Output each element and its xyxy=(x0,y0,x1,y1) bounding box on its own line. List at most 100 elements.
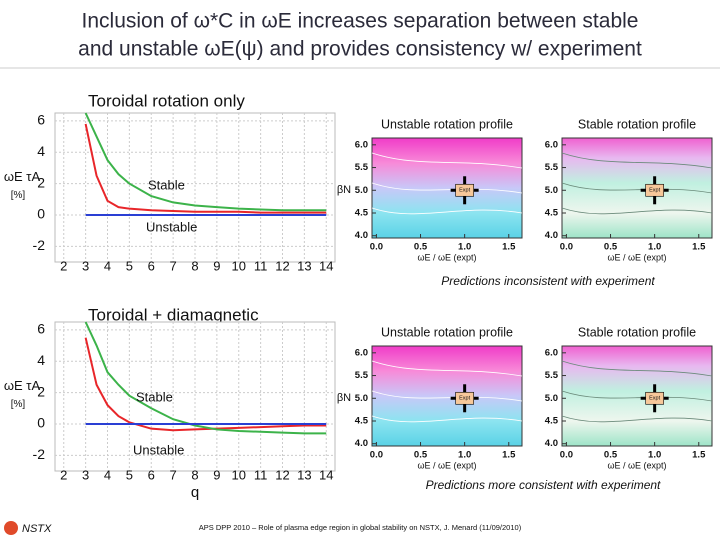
annotation: Stable xyxy=(148,177,185,192)
y-tick-label: -2 xyxy=(33,446,46,462)
contour-line xyxy=(371,415,523,423)
contour-line xyxy=(371,152,523,169)
footer-text: APS DPP 2010 – Role of plasma edge regio… xyxy=(199,523,522,532)
y-tick-label: 4.5 xyxy=(355,416,369,427)
y-tick-label: 4.0 xyxy=(545,438,558,449)
expt-label: Expt xyxy=(649,188,660,194)
x-tick-label: 11 xyxy=(254,259,268,274)
y-tick-label: 0 xyxy=(37,415,45,431)
contour-line xyxy=(371,182,523,194)
y-tick-label: 6.0 xyxy=(355,347,368,358)
y-tick-label: 4.0 xyxy=(355,230,368,241)
panel-title: Unstable rotation profile xyxy=(381,325,513,339)
x-tick-label: 0.5 xyxy=(604,450,618,461)
expt-box xyxy=(455,183,474,197)
panel-title: Unstable rotation profile xyxy=(381,117,513,131)
x-tick-label: 8 xyxy=(191,468,198,483)
contour-line xyxy=(561,415,713,423)
x-tick-label: 3 xyxy=(82,468,89,483)
x-tick-label: 0.0 xyxy=(370,242,383,253)
contour-line xyxy=(371,360,523,377)
x-tick-label: 1.0 xyxy=(458,242,471,253)
y-tick-label: 6.0 xyxy=(545,347,558,358)
expt-label: Expt xyxy=(649,396,660,402)
logo-icon xyxy=(4,521,18,535)
expt-box xyxy=(645,391,664,405)
title-line: and unstable ωE(ψ) and provides consiste… xyxy=(78,38,642,61)
title-bg xyxy=(365,324,529,340)
x-tick-label: 5 xyxy=(126,468,133,483)
y-axis-label: βN xyxy=(337,392,351,404)
x-tick-label: 10 xyxy=(232,259,246,274)
contour-line xyxy=(561,152,713,169)
x-tick-label: 1.0 xyxy=(648,450,661,461)
y-tick-label: 6.0 xyxy=(545,139,558,150)
contour-line xyxy=(561,390,713,402)
expt-box xyxy=(455,391,474,405)
x-tick-label: 6 xyxy=(148,468,155,483)
caption: Predictions inconsistent with experiment xyxy=(441,274,655,288)
annotation: Unstable xyxy=(146,219,197,234)
x-tick-label: 12 xyxy=(275,259,289,274)
x-tick-label: 1.5 xyxy=(502,450,516,461)
series-line xyxy=(84,321,327,435)
title-bg xyxy=(555,324,719,340)
x-tick-label: 3 xyxy=(82,259,89,274)
title-bg xyxy=(555,116,719,132)
contour-field xyxy=(561,345,713,447)
annotation: Unstable xyxy=(133,442,184,457)
x-tick-label: 1.5 xyxy=(692,450,706,461)
expt-label: Expt xyxy=(459,396,470,402)
panel-title: Stable rotation profile xyxy=(578,325,696,339)
series-line xyxy=(84,112,327,212)
series-line xyxy=(84,123,327,214)
y-tick-label: 5.0 xyxy=(355,393,368,404)
x-tick-label: 12 xyxy=(275,468,289,483)
x-tick-label: 2 xyxy=(60,259,67,274)
x-tick-label: 13 xyxy=(297,468,311,483)
contour-line xyxy=(371,390,523,402)
x-tick-label: 8 xyxy=(191,259,198,274)
y-tick-label: 0 xyxy=(37,206,45,222)
x-axis-label: q xyxy=(191,484,199,501)
y-tick-label: 5.0 xyxy=(545,393,558,404)
x-tick-label: 1.5 xyxy=(692,242,706,253)
y-axis-label: ωE τA xyxy=(4,169,41,184)
x-tick-label: 1.0 xyxy=(648,242,661,253)
y-tick-label: 6.0 xyxy=(355,139,368,150)
contour-line xyxy=(561,360,713,377)
annotation: Stable xyxy=(136,389,173,404)
y-tick-label: 5.5 xyxy=(545,370,559,381)
x-tick-label: 9 xyxy=(213,468,220,483)
x-tick-label: 14 xyxy=(319,468,333,483)
caption: Predictions more consistent with experim… xyxy=(426,478,661,492)
contour-field xyxy=(561,137,713,239)
x-tick-label: 0.0 xyxy=(560,242,573,253)
x-tick-label: 0.0 xyxy=(560,450,573,461)
y-tick-label: 4.5 xyxy=(355,208,369,219)
x-tick-label: 7 xyxy=(170,259,177,274)
y-tick-label: 4 xyxy=(37,352,45,368)
title-line: Inclusion of ω*C in ωE increases separat… xyxy=(82,10,639,33)
series-line xyxy=(84,337,327,432)
y-tick-label: 2 xyxy=(37,174,45,190)
x-tick-label: 4 xyxy=(104,259,111,274)
contour-line xyxy=(371,207,523,215)
x-tick-label: 14 xyxy=(319,259,333,274)
x-tick-label: 5 xyxy=(126,259,133,274)
y-tick-label: -2 xyxy=(33,237,46,253)
x-tick-label: 2 xyxy=(60,468,67,483)
x-tick-label: 0.5 xyxy=(414,242,428,253)
expt-label: Expt xyxy=(459,188,470,194)
y-tick-label: 4 xyxy=(37,143,45,159)
contour-line xyxy=(561,182,713,194)
x-tick-label: 1.0 xyxy=(458,450,471,461)
x-tick-label: 9 xyxy=(213,259,220,274)
x-axis-label: ωE / ωE (expt) xyxy=(417,252,476,262)
expt-box xyxy=(645,183,664,197)
title-bg xyxy=(365,116,529,132)
x-axis-label: ωE / ωE (expt) xyxy=(607,460,666,470)
x-axis-label: ωE / ωE (expt) xyxy=(417,460,476,470)
logo: NSTX xyxy=(22,523,52,535)
